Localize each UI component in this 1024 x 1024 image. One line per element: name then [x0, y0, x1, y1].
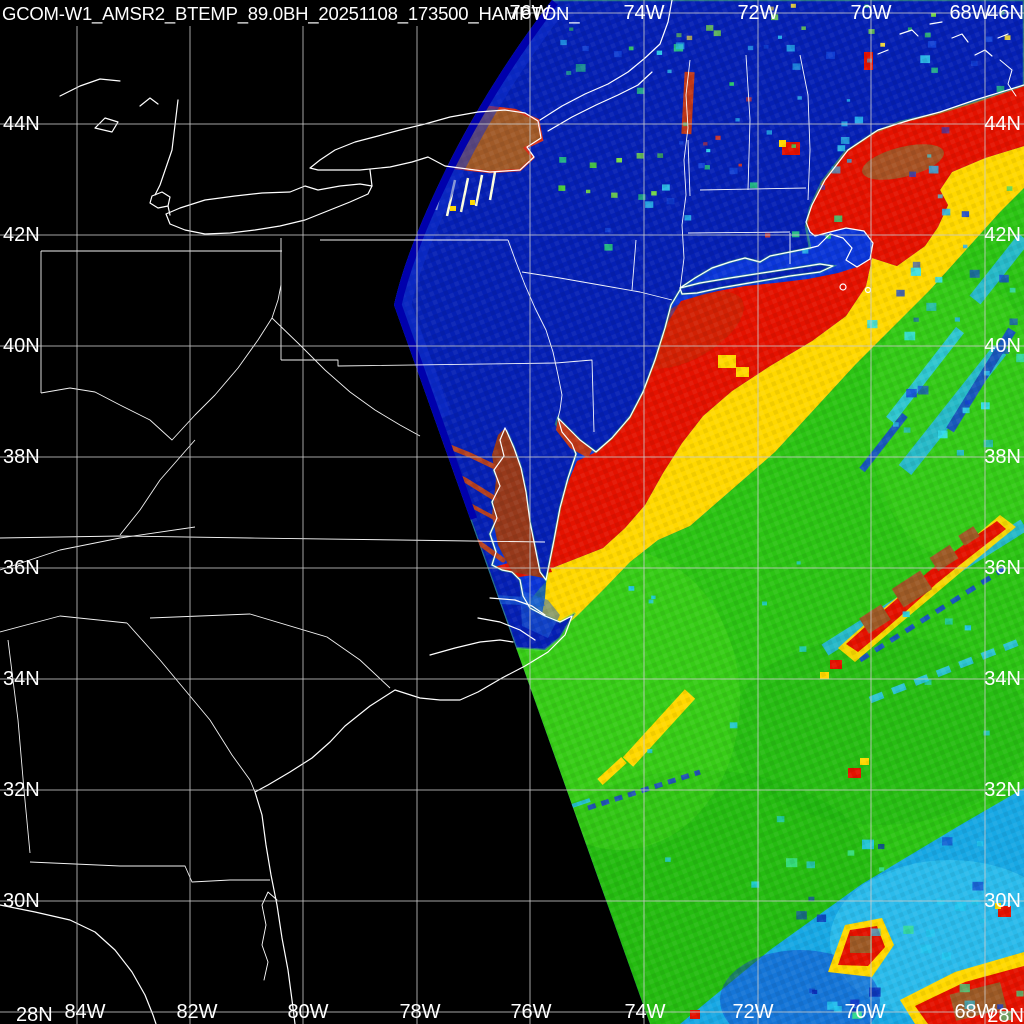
grid-label-28N: 28N — [987, 1005, 1024, 1024]
state-borders — [0, 54, 811, 883]
swath-edge — [394, 0, 558, 523]
grid-label-76W: 76W — [510, 1001, 551, 1023]
grid-label-68W: 68W — [954, 1001, 995, 1023]
grid-label-28N: 28N — [16, 1004, 53, 1024]
grid-label-80W: 80W — [287, 1001, 328, 1023]
grid-label-42N: 42N — [984, 224, 1021, 246]
title-backing — [0, 0, 507, 26]
data-swath — [394, 0, 1024, 1024]
grid-label-44N: 44N — [3, 113, 40, 135]
grid-label-30N: 30N — [984, 890, 1021, 912]
grid-label-34N: 34N — [984, 668, 1021, 690]
grid-label-74W: 74W — [623, 2, 664, 24]
grid-label-30N: 30N — [3, 890, 40, 912]
map-title: GCOM-W1_AMSR2_BTEMP_89.0BH_20251108_1735… — [2, 3, 580, 25]
grid-label-40N: 40N — [3, 335, 40, 357]
grid-label-82W: 82W — [176, 1001, 217, 1023]
grid-label-46N: 46N — [987, 2, 1024, 24]
grid-label-68W: 68W — [949, 2, 990, 24]
grid-label-72W: 72W — [737, 2, 778, 24]
grid-label-70W: 70W — [844, 1001, 885, 1023]
grid-label-72W: 72W — [732, 1001, 773, 1023]
grid-label-34N: 34N — [3, 668, 40, 690]
grid-label-70W: 70W — [850, 2, 891, 24]
grid-label-44N: 44N — [984, 113, 1021, 135]
grid-label-36N: 36N — [984, 557, 1021, 579]
grid-label-32N: 32N — [3, 779, 40, 801]
grid-label-38N: 38N — [3, 446, 40, 468]
grid-label-76W: 76W — [509, 2, 550, 24]
grid-label-32N: 32N — [984, 779, 1021, 801]
grid-label-74W: 74W — [624, 1001, 665, 1023]
grid-label-84W: 84W — [64, 1001, 105, 1023]
graticule-labels: 76W 74W 72W 70W 68W46N44N42N40N38N36N34N32N3… — [3, 2, 1024, 1024]
grid-label-36N: 36N — [3, 557, 40, 579]
grid-label-42N: 42N — [3, 224, 40, 246]
grid-label-40N: 40N — [984, 335, 1021, 357]
grid-label-38N: 38N — [984, 446, 1021, 468]
grid-label-78W: 78W — [399, 1001, 440, 1023]
